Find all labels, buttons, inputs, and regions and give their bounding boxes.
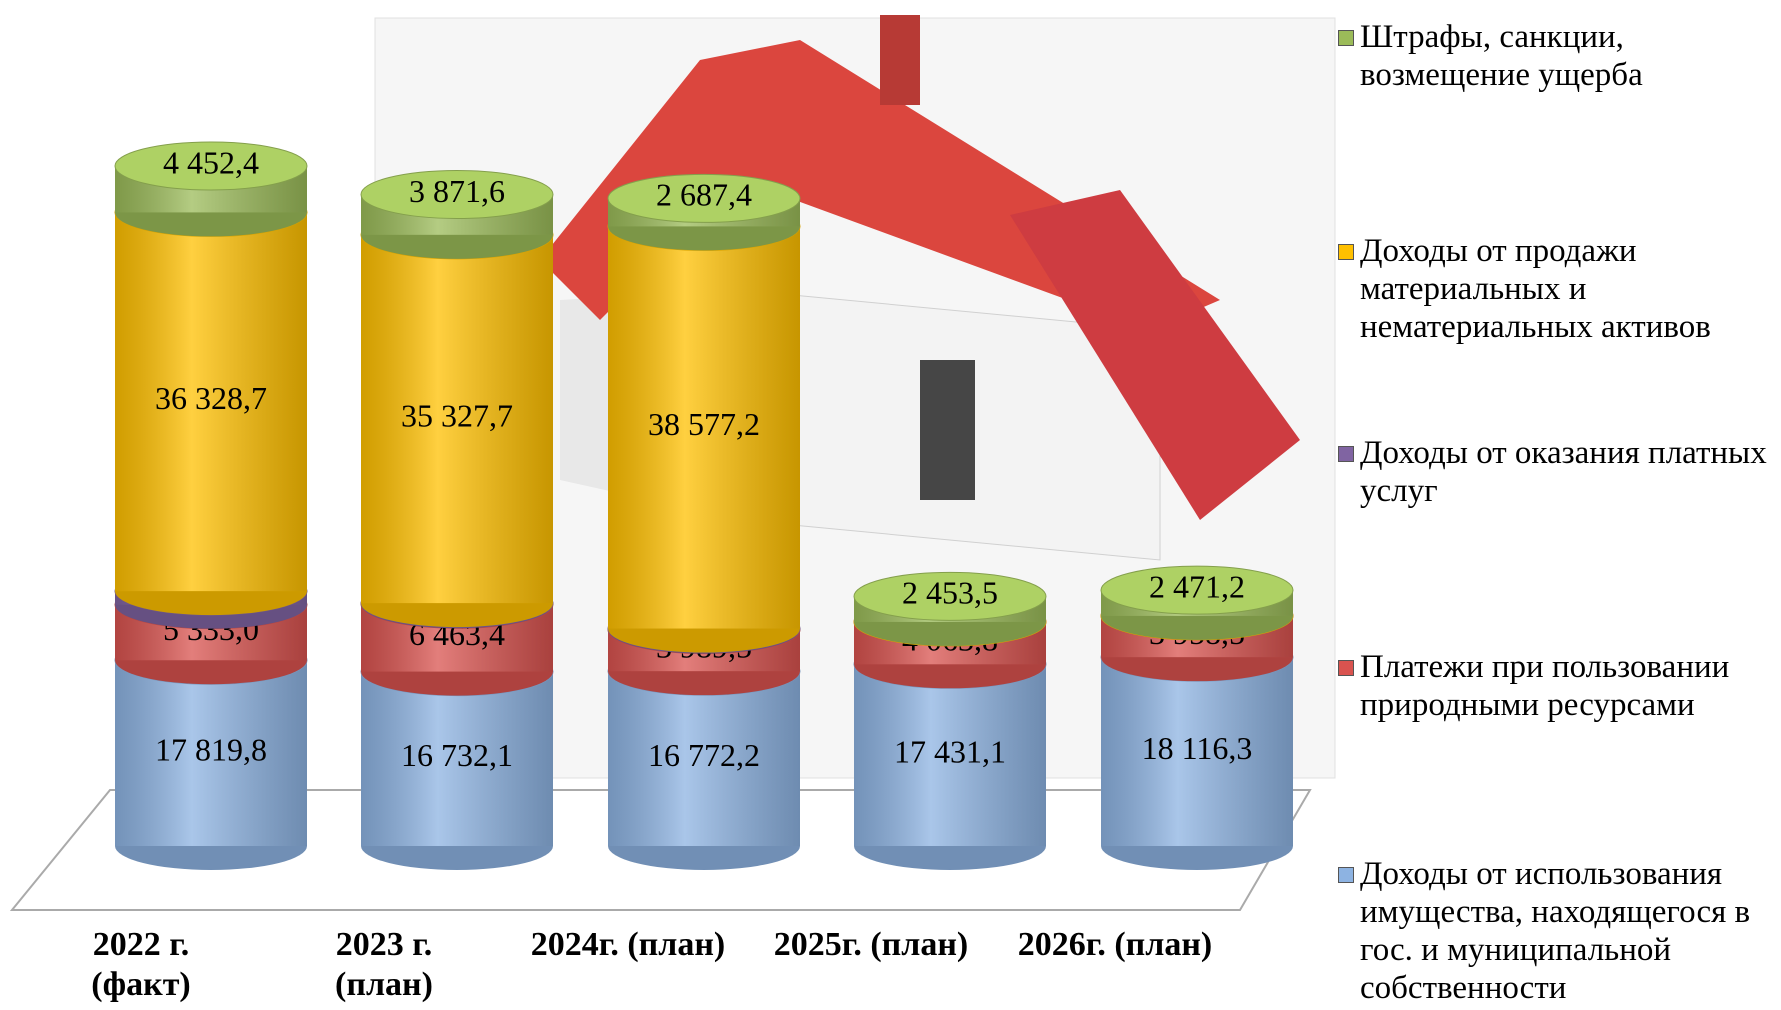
cylinder-segment [114, 187, 308, 616]
legend-entry: Штрафы, санкции, возмещение ущерба [1338, 18, 1775, 94]
x-tick-label: 2025г. (план) [773, 926, 969, 963]
cylinder-segment [360, 169, 554, 259]
data-label: 16 732,1 [401, 737, 513, 773]
cylinder-segment [607, 173, 801, 251]
segment-shade [361, 234, 553, 604]
legend-marker [1338, 867, 1354, 883]
segment-top [607, 173, 801, 223]
x-tick-label: 2023 г. (план) [335, 926, 433, 1003]
data-label: 2 687,4 [656, 177, 752, 213]
segment-shade [115, 212, 307, 592]
segment-shade [854, 664, 1046, 846]
data-label: 2 471,2 [1149, 568, 1245, 604]
x-tick-label: 2026г. (план) [1017, 926, 1213, 963]
cylinder-segment [360, 210, 554, 628]
data-label: 38 577,2 [648, 406, 760, 442]
legend-marker [1338, 30, 1354, 46]
data-label: 35 327,7 [401, 397, 513, 433]
data-label: 16 772,2 [648, 737, 760, 773]
cylinder-segment [1100, 565, 1294, 640]
data-label: 2 453,5 [902, 575, 998, 611]
segment-shade [608, 671, 800, 846]
legend-entry: Доходы от оказания платных услуг [1338, 434, 1775, 510]
x-tick-label: 2022 г. (факт) [91, 926, 191, 1003]
data-label: 17 819,8 [155, 731, 267, 767]
segment-top [114, 141, 308, 191]
cylinder-segment [1100, 632, 1294, 870]
cylinder-segment [853, 571, 1047, 646]
data-label: 3 871,6 [409, 173, 505, 209]
data-label: 4 452,4 [163, 144, 259, 180]
segment-top [360, 169, 554, 219]
data-label: 17 431,1 [894, 733, 1006, 769]
cylinder-segment [114, 141, 308, 237]
background-house [374, 15, 1336, 779]
legend-entry: Платежи при пользовании природными ресур… [1338, 648, 1775, 724]
legend-entry: Доходы от продажи материальных и нематер… [1338, 232, 1775, 346]
floor [9, 789, 1312, 911]
legend-marker [1338, 244, 1354, 260]
legend-entry: Доходы от использования имущества, наход… [1338, 855, 1775, 1007]
legend-marker [1338, 660, 1354, 676]
segment-shade [115, 660, 307, 846]
x-tick-label: 2024г. (план) [530, 926, 726, 963]
segment-top [853, 571, 1047, 621]
segment-top [1100, 565, 1294, 615]
segment-shade [361, 671, 553, 846]
data-label: 36 328,7 [155, 380, 267, 416]
data-label: 18 116,3 [1142, 730, 1253, 766]
segment-shade [1101, 657, 1293, 846]
segment-shade [608, 226, 800, 629]
legend-marker [1338, 446, 1354, 462]
